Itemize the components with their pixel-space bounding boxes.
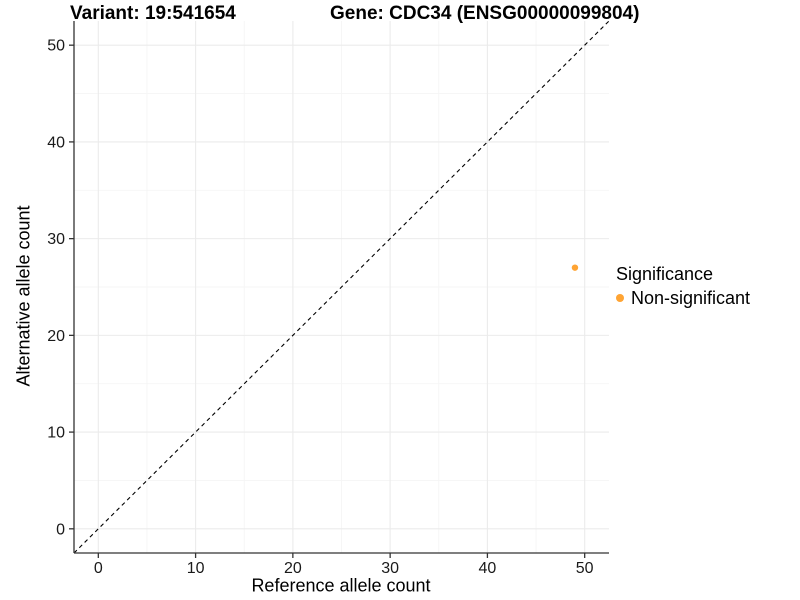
svg-text:50: 50 xyxy=(47,38,65,55)
svg-text:20: 20 xyxy=(284,560,302,577)
legend-key-dot-icon xyxy=(616,294,624,302)
svg-text:40: 40 xyxy=(47,134,65,151)
svg-text:30: 30 xyxy=(47,231,65,248)
svg-text:10: 10 xyxy=(47,425,65,442)
legend-item-non-significant: Non-significant xyxy=(616,287,750,309)
svg-text:20: 20 xyxy=(47,328,65,345)
legend-item-label: Non-significant xyxy=(631,288,751,308)
legend-title: Significance xyxy=(616,264,714,284)
svg-text:0: 0 xyxy=(56,521,65,538)
svg-text:30: 30 xyxy=(381,560,399,577)
plot-title-gene: Gene: CDC34 (ENSG00000099804) xyxy=(330,3,640,24)
svg-text:0: 0 xyxy=(94,560,103,577)
y-axis-label: Alternative allele count xyxy=(13,205,34,387)
svg-text:50: 50 xyxy=(576,560,594,577)
svg-text:10: 10 xyxy=(187,560,205,577)
legend: Significance Non-significant xyxy=(616,263,750,309)
plot-title-variant: Variant: 19:541654 xyxy=(70,3,236,24)
x-axis-label: Reference allele count xyxy=(251,575,431,596)
svg-text:40: 40 xyxy=(479,560,497,577)
